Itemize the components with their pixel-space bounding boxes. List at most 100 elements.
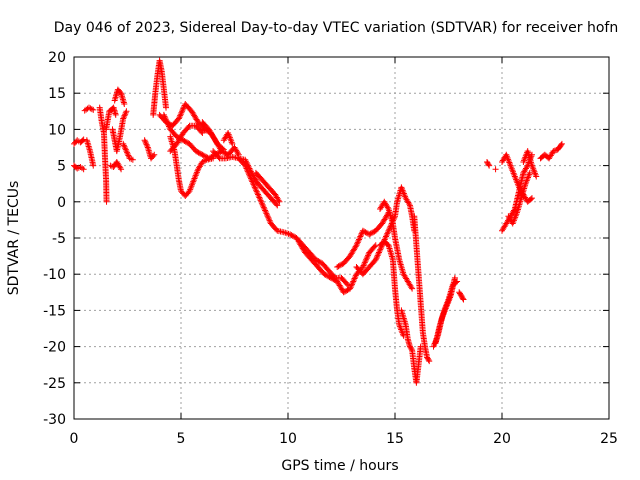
data-point — [219, 148, 226, 155]
data-point — [259, 201, 266, 208]
data-point — [353, 242, 360, 249]
data-point — [242, 162, 249, 169]
data-point — [365, 252, 372, 259]
data-point — [361, 261, 368, 268]
data-point — [409, 285, 416, 292]
data-point — [90, 162, 97, 169]
data-point — [326, 274, 333, 281]
data-point — [246, 171, 253, 178]
data-point — [265, 214, 272, 221]
data-point — [151, 151, 158, 158]
data-point — [460, 296, 467, 303]
data-point — [528, 195, 535, 202]
data-point — [352, 243, 359, 250]
data-point — [244, 168, 251, 175]
data-point — [192, 148, 199, 155]
data-point — [218, 148, 225, 155]
data-point — [123, 108, 130, 115]
data-point — [87, 105, 94, 112]
data-point — [178, 109, 185, 116]
data-point — [258, 200, 265, 207]
y-tick-label: 10 — [48, 122, 66, 138]
data-point — [335, 263, 342, 270]
data-point — [121, 112, 128, 119]
data-point — [247, 174, 254, 181]
data-point — [408, 346, 415, 353]
data-point — [179, 108, 186, 115]
data-point — [459, 295, 466, 302]
data-point — [194, 148, 201, 155]
data-point — [327, 274, 334, 281]
data-point — [80, 166, 87, 173]
data-point — [454, 278, 461, 285]
data-point — [256, 194, 263, 201]
data-point — [350, 278, 357, 285]
data-point — [112, 111, 119, 118]
data-point — [274, 202, 281, 209]
data-point — [372, 256, 379, 263]
data-point — [199, 151, 206, 158]
data-point — [88, 106, 95, 113]
data-point — [371, 243, 378, 250]
data-point — [348, 282, 355, 289]
data-point — [120, 115, 127, 122]
data-point — [384, 230, 391, 237]
data-point — [242, 164, 249, 171]
data-point — [486, 162, 493, 169]
data-point — [124, 149, 131, 156]
data-point — [245, 169, 252, 176]
data-point — [202, 157, 209, 164]
data-point — [366, 231, 373, 238]
data-point — [367, 230, 374, 237]
data-point — [90, 106, 97, 113]
data-point — [198, 128, 205, 135]
data-point — [182, 138, 189, 145]
data-point — [336, 262, 343, 269]
y-tick-label: 5 — [57, 159, 66, 175]
data-point — [355, 237, 362, 244]
data-point — [250, 181, 257, 188]
x-tick-label: 5 — [177, 431, 186, 447]
data-point — [325, 273, 332, 280]
data-point — [163, 104, 170, 111]
data-point — [289, 232, 296, 239]
data-point — [384, 204, 391, 211]
data-point — [348, 281, 355, 288]
data-point — [374, 252, 381, 259]
chart-title: Day 046 of 2023, Sidereal Day-to-day VTE… — [54, 20, 618, 36]
data-point — [199, 130, 206, 137]
data-point — [142, 138, 149, 145]
data-point — [253, 188, 260, 195]
data-point — [122, 111, 129, 118]
data-point — [354, 239, 361, 246]
data-point — [359, 227, 366, 234]
data-point — [120, 142, 127, 149]
data-point — [234, 150, 241, 157]
data-point — [262, 207, 269, 214]
x-axis: 0 5 10 15 20 25 — [70, 57, 618, 447]
x-axis-label: GPS time / hours — [281, 458, 398, 474]
data-point — [275, 197, 282, 204]
data-point — [334, 263, 341, 270]
data-point — [290, 233, 297, 240]
data-point — [181, 137, 188, 144]
data-point — [352, 274, 359, 281]
data-point — [165, 122, 172, 129]
data-point — [363, 229, 370, 236]
data-point — [177, 112, 184, 119]
x-tick-label: 15 — [386, 431, 404, 447]
data-point — [163, 117, 170, 124]
data-point — [251, 182, 258, 189]
data-point — [451, 274, 458, 281]
data-point — [164, 119, 171, 126]
data-point — [249, 178, 256, 185]
data-point — [276, 198, 283, 205]
data-point — [492, 166, 499, 173]
data-point — [533, 173, 540, 180]
data-point — [175, 115, 182, 122]
data-point — [376, 248, 383, 255]
data-point — [329, 275, 336, 282]
data-point — [210, 155, 217, 162]
